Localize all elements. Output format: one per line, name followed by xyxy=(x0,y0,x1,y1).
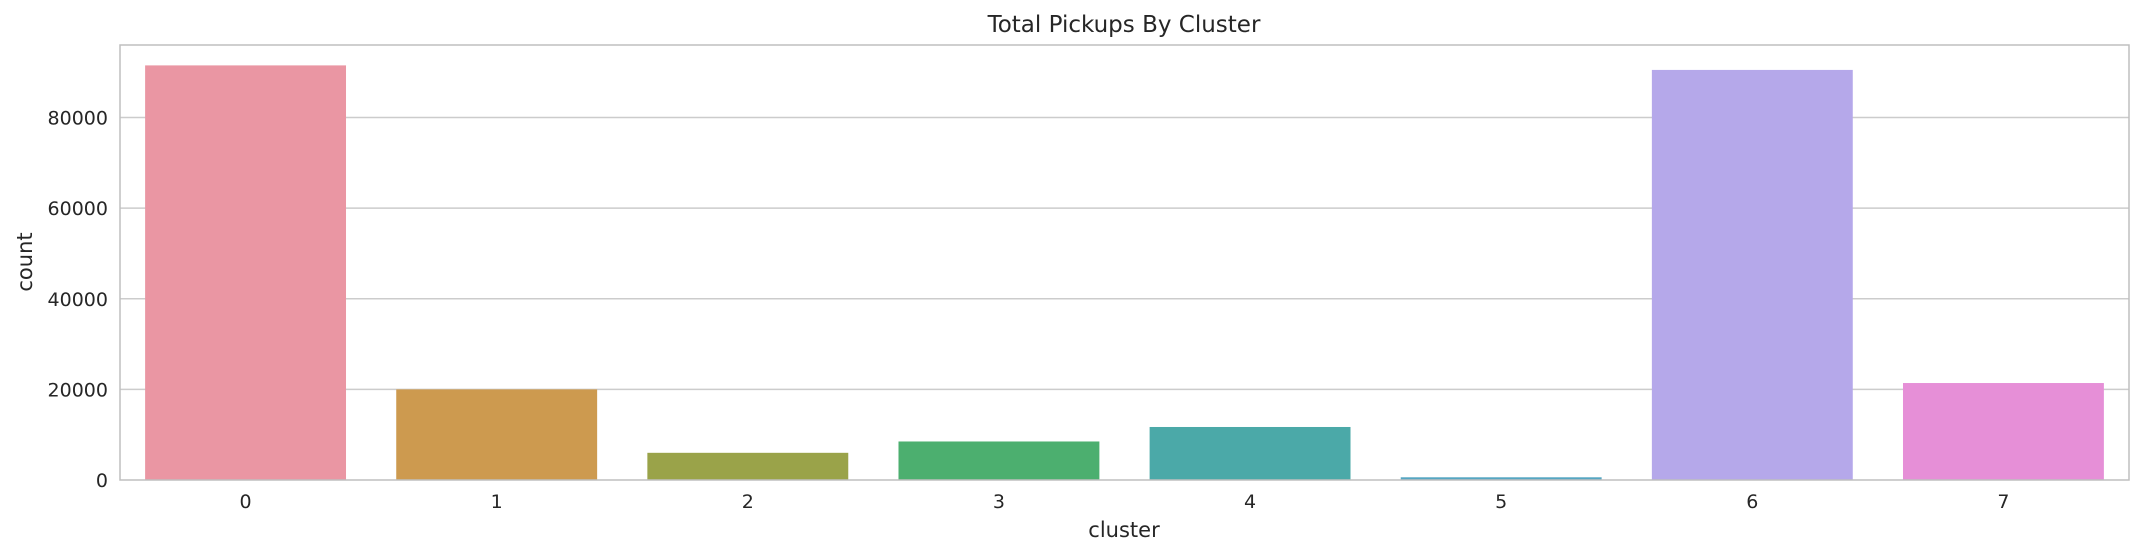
bar-cluster-1 xyxy=(396,389,598,480)
y-tick-label: 60000 xyxy=(48,198,108,220)
x-tick-labels: 0 1 2 3 4 5 6 7 xyxy=(240,491,2010,513)
x-tick-label: 0 xyxy=(240,491,252,513)
x-tick-label: 6 xyxy=(1746,491,1758,513)
bar-cluster-0 xyxy=(145,65,347,480)
bar-cluster-2 xyxy=(647,452,849,480)
x-tick-label: 3 xyxy=(993,491,1005,513)
x-tick-label: 5 xyxy=(1495,491,1507,513)
y-tick-label: 20000 xyxy=(48,379,108,401)
x-tick-label: 7 xyxy=(1997,491,2009,513)
y-axis-label: count xyxy=(13,232,37,291)
bars xyxy=(145,65,2104,480)
plot-frame xyxy=(119,44,2130,481)
bar-cluster-7 xyxy=(1902,383,2104,480)
bar-cluster-6 xyxy=(1651,69,1853,480)
x-tick-label: 2 xyxy=(742,491,754,513)
x-tick-label: 4 xyxy=(1244,491,1256,513)
bar-cluster-5 xyxy=(1400,477,1602,480)
x-axis-label: cluster xyxy=(1088,518,1160,542)
y-tick-labels: 0 20000 40000 60000 80000 xyxy=(48,108,108,493)
chart-title: Total Pickups By Cluster xyxy=(987,12,1261,38)
x-tick-label: 1 xyxy=(491,491,503,513)
y-tick-label: 0 xyxy=(96,470,108,492)
bar-cluster-3 xyxy=(898,441,1100,480)
bar-cluster-4 xyxy=(1149,426,1351,480)
y-tick-label: 40000 xyxy=(48,289,108,311)
y-tick-label: 80000 xyxy=(48,108,108,130)
